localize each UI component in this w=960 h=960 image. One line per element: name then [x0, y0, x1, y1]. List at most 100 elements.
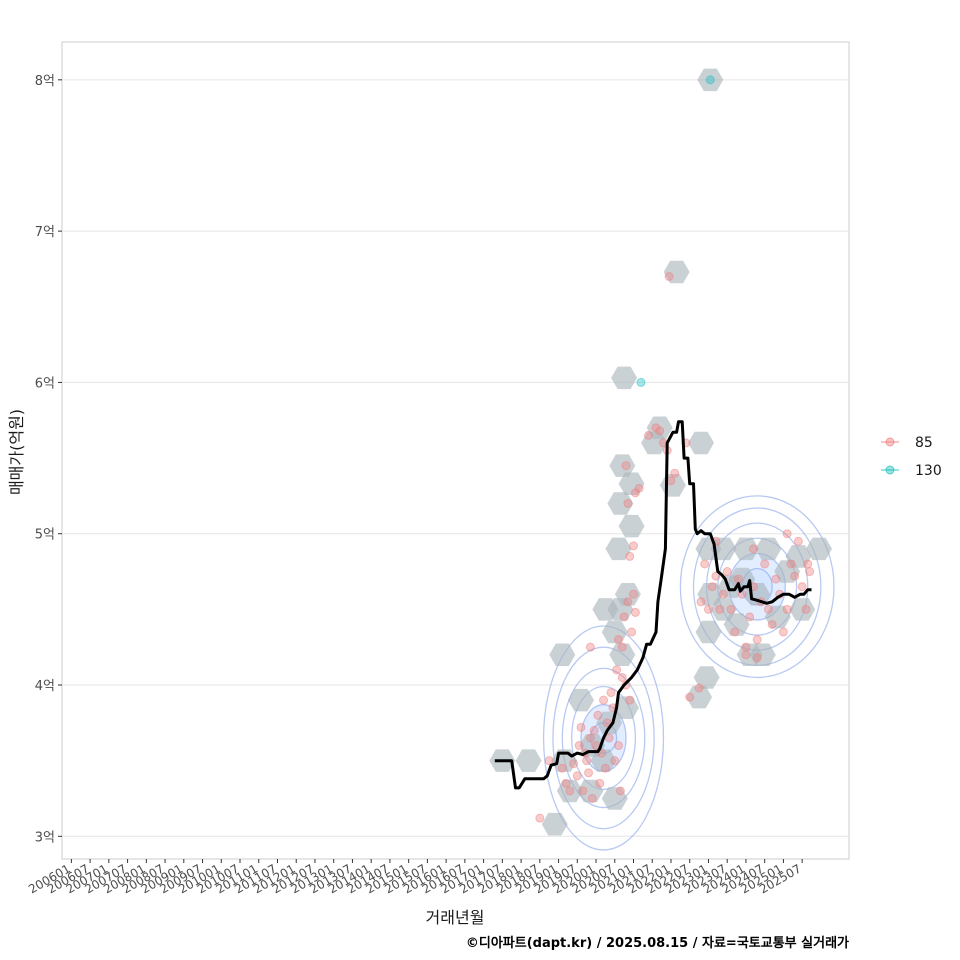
data-point-85 [569, 759, 579, 769]
hexbin-cell [693, 666, 720, 689]
hexbin-cell [785, 545, 812, 568]
x-axis-title: 거래년월 [426, 908, 485, 927]
hexbin-cell [614, 583, 641, 606]
y-tick-label: 6억 [35, 376, 55, 391]
data-point-85 [625, 695, 635, 705]
data-point-85 [629, 541, 639, 551]
hexbin-cell [732, 537, 759, 561]
hexbin-layer [489, 68, 832, 836]
data-point-85 [610, 756, 620, 766]
data-point-85 [685, 692, 695, 702]
data-point-85 [630, 607, 640, 617]
data-point-85 [621, 461, 631, 471]
data-point-85 [670, 468, 680, 478]
data-point-85 [625, 551, 635, 561]
data-point-85 [572, 771, 582, 781]
y-axis-title: 매매가(억원) [7, 409, 26, 495]
data-point-85 [614, 635, 624, 645]
data-point-85 [615, 786, 625, 796]
data-point-85 [805, 567, 815, 577]
hexbin-cell [607, 492, 634, 515]
data-point-85 [703, 604, 713, 614]
data-point-85 [582, 756, 592, 766]
data-point-85 [578, 786, 588, 796]
data-point-85 [715, 604, 725, 614]
hexbin-cell [601, 620, 628, 644]
data-point-85 [655, 426, 665, 436]
hexbin-cell [618, 514, 645, 538]
density-contour [561, 667, 646, 809]
data-point-85 [561, 778, 571, 788]
data-point-85 [565, 786, 575, 796]
data-point-85 [619, 612, 629, 622]
hexbin-cell [590, 749, 617, 772]
legend-key-130 [885, 465, 895, 475]
legend-label-130: 130 [915, 463, 942, 479]
data-point-85 [778, 627, 788, 637]
hexbin-cell [577, 779, 604, 803]
data-point-85 [763, 604, 773, 614]
data-point-85 [600, 763, 610, 773]
data-point-85 [793, 536, 803, 546]
data-point-85 [767, 619, 777, 629]
data-point-85 [664, 272, 674, 282]
data-point-85 [801, 604, 811, 614]
legend-key-85 [885, 437, 895, 447]
data-point-85 [623, 597, 633, 607]
median-price-line [494, 420, 812, 790]
data-point-85 [771, 574, 781, 584]
data-point-85 [606, 688, 616, 698]
data-point-85 [644, 430, 654, 440]
source-caption: ©디아파트(dapt.kr) / 2025.08.15 / 자료=국토교통부 실… [466, 935, 849, 951]
hexbin-cell [541, 812, 568, 836]
hexbin-cell [613, 696, 639, 719]
data-point-85 [617, 642, 627, 652]
density-contour [571, 685, 637, 791]
hexbin-cell [609, 643, 636, 666]
data-point-85 [595, 778, 605, 788]
hexbin-cell [749, 643, 776, 666]
data-point-85 [782, 529, 792, 539]
data-point-85 [722, 567, 732, 577]
data-point-85 [718, 589, 728, 599]
data-point-85 [790, 571, 800, 581]
data-point-85 [760, 559, 770, 569]
data-point-130 [636, 377, 646, 387]
data-point-85 [612, 665, 622, 675]
median-line-layer [494, 420, 812, 790]
y-tick-label: 5억 [35, 528, 55, 543]
data-point-85 [741, 642, 751, 652]
data-point-85 [535, 813, 545, 823]
density-contour [552, 646, 655, 830]
hexbin-cell [549, 643, 576, 666]
data-point-85 [576, 722, 586, 732]
data-point-85 [623, 498, 633, 508]
data-point-85 [700, 559, 710, 569]
data-point-85 [748, 544, 758, 554]
hexbin-cell [663, 260, 690, 284]
data-point-85 [617, 672, 627, 682]
data-point-85 [634, 483, 644, 493]
y-tick-label: 4억 [35, 679, 55, 694]
hexbin-cell [695, 620, 722, 644]
y-tick-label: 7억 [35, 225, 55, 240]
hexbin-cell [515, 749, 542, 772]
data-point-85 [733, 574, 743, 584]
hexbin-cell [605, 537, 632, 561]
data-point-85 [786, 559, 796, 569]
data-point-85 [614, 741, 624, 751]
data-point-85 [585, 733, 595, 743]
data-point-85 [707, 582, 717, 592]
data-point-85 [587, 793, 597, 803]
x-axis: 2006012006072007012007072008012008072009… [26, 859, 804, 897]
data-point-85 [585, 642, 595, 652]
data-point-85 [741, 650, 751, 660]
data-point-85 [745, 612, 755, 622]
hexbin-cell [686, 685, 713, 709]
hexbin-cell [556, 779, 583, 803]
data-point-85 [627, 627, 637, 637]
hexbin-cell [611, 366, 638, 390]
y-tick-label: 8억 [35, 74, 55, 89]
legend: 85 130 [881, 435, 942, 479]
data-point-85 [711, 571, 721, 581]
